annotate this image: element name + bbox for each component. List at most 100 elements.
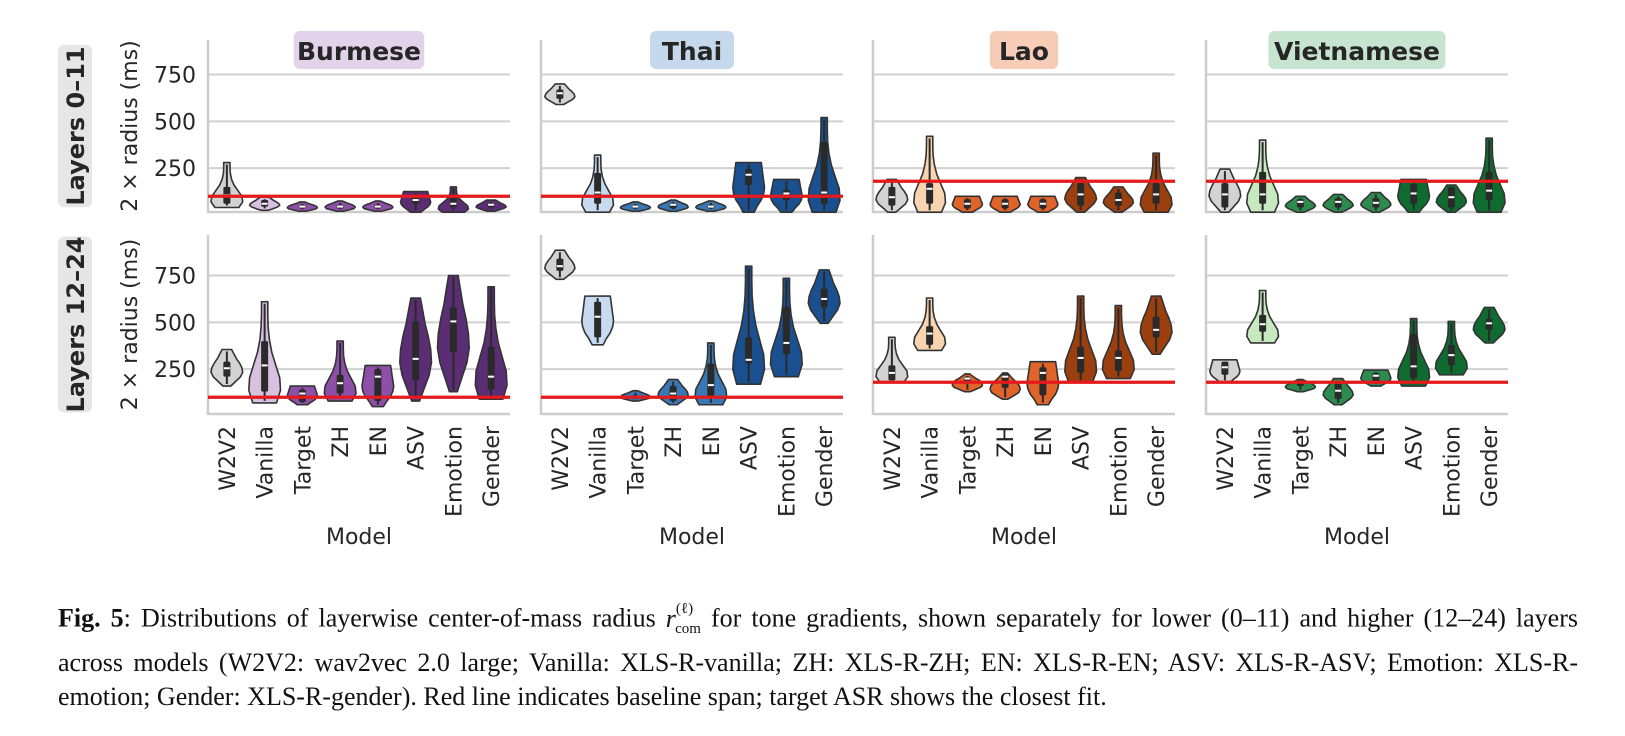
x-tick-label: Gender xyxy=(1478,425,1503,507)
x-tick-label: W2V2 xyxy=(881,426,906,491)
x-tick-label: ZH xyxy=(1327,426,1352,458)
x-tick-label: EN xyxy=(1032,426,1057,456)
row-label: Layers 12–24 xyxy=(62,237,90,413)
x-tick-group: EN xyxy=(1365,426,1390,456)
x-tick-group: Target xyxy=(624,426,649,495)
x-tick-group: EN xyxy=(1032,426,1057,456)
y-tick-label: 500 xyxy=(154,311,196,336)
x-tick-label: EN xyxy=(367,426,392,456)
x-tick-group: Emotion xyxy=(1107,426,1132,517)
x-tick-group: W2V2 xyxy=(1214,426,1239,491)
caption-math-var: r xyxy=(665,603,676,633)
x-tick-group: ASV xyxy=(738,426,763,470)
violin-iqr-box xyxy=(1114,350,1122,372)
caption-math-sub: com xyxy=(675,620,701,637)
x-tick-group: ASV xyxy=(1403,426,1428,470)
x-tick-group: W2V2 xyxy=(549,426,574,491)
violin-iqr-box xyxy=(745,337,753,364)
x-tick-label: Emotion xyxy=(1440,426,1465,517)
violin-iqr-box xyxy=(745,169,753,186)
x-tick-group: Vanilla xyxy=(254,426,279,499)
row-label: Layers 0–11 xyxy=(62,46,90,205)
y-tick-label: 250 xyxy=(154,157,196,182)
violin-iqr-box xyxy=(412,321,420,381)
violin-iqr-box xyxy=(926,326,934,345)
x-tick-group: Vanilla xyxy=(919,426,944,499)
y-axis-label-group: 2 × radius (ms) xyxy=(118,40,143,211)
x-tick-group: EN xyxy=(700,426,725,456)
x-axis-label: Model xyxy=(1324,525,1390,550)
x-tick-group: W2V2 xyxy=(881,426,906,491)
violin-iqr-box xyxy=(1410,333,1418,379)
violin-iqr-box xyxy=(487,346,495,390)
panel-title: Burmese xyxy=(297,37,421,66)
x-axis-label: Model xyxy=(326,525,392,550)
x-tick-label: ASV xyxy=(405,426,430,470)
x-tick-group: ZH xyxy=(662,426,687,458)
caption-math-r: r(ℓ) com xyxy=(665,601,701,637)
panel-title-badge xyxy=(1268,31,1446,69)
x-axis-label: Model xyxy=(659,525,725,550)
row-label-badge xyxy=(58,44,92,208)
panel-title-badge xyxy=(989,31,1059,69)
x-tick-group: ZH xyxy=(329,426,354,458)
row-label-badge xyxy=(58,236,92,413)
x-tick-label: EN xyxy=(1365,426,1390,456)
panel-title: Lao xyxy=(999,37,1049,66)
x-tick-label: Gender xyxy=(1145,425,1170,507)
x-tick-label: Vanilla xyxy=(919,426,944,499)
x-tick-label: Target xyxy=(291,426,316,495)
caption-text-2: for tone gradients, shown separately for… xyxy=(58,603,1578,711)
x-tick-group: Emotion xyxy=(1440,426,1465,517)
x-tick-label: W2V2 xyxy=(216,426,241,491)
x-tick-label: ZH xyxy=(662,426,687,458)
x-tick-group: Emotion xyxy=(775,426,800,517)
x-tick-label: W2V2 xyxy=(549,426,574,491)
x-tick-group: ZH xyxy=(994,426,1019,458)
x-tick-group: Gender xyxy=(813,425,838,507)
violin-iqr-box xyxy=(782,307,790,355)
violin-iqr-box xyxy=(926,183,934,204)
x-tick-label: Gender xyxy=(813,425,838,507)
x-tick-label: EN xyxy=(700,426,725,456)
panel-title-badge xyxy=(293,31,425,69)
panel-title-badge xyxy=(650,31,734,69)
x-tick-label: W2V2 xyxy=(1214,426,1239,491)
violin-iqr-box xyxy=(707,363,715,398)
x-tick-label: Vanilla xyxy=(254,426,279,499)
x-tick-group: ZH xyxy=(1327,426,1352,458)
x-tick-label: Target xyxy=(1289,426,1314,495)
x-tick-group: Gender xyxy=(1145,425,1170,507)
x-tick-group: Vanilla xyxy=(587,426,612,499)
row-label-group: Layers 0–11 xyxy=(58,44,92,208)
x-tick-label: ASV xyxy=(738,426,763,470)
x-tick-label: Target xyxy=(624,426,649,495)
x-tick-group: Emotion xyxy=(442,426,467,517)
caption-fig-label: Fig. 5 xyxy=(58,603,124,633)
x-tick-group: Target xyxy=(1289,426,1314,495)
x-tick-group: Gender xyxy=(1478,425,1503,507)
row-label-group: Layers 12–24 xyxy=(58,236,92,413)
violin-iqr-box xyxy=(1296,199,1304,208)
x-tick-label: ZH xyxy=(994,426,1019,458)
x-tick-label: Emotion xyxy=(1107,426,1132,517)
panel-title: Vietnamese xyxy=(1274,37,1440,66)
violin-iqr-box xyxy=(556,258,564,271)
violin-iqr-box xyxy=(449,196,457,208)
y-axis-label: 2 × radius (ms) xyxy=(118,239,143,410)
y-axis-label-group: 2 × radius (ms) xyxy=(118,239,143,410)
y-tick-label: 750 xyxy=(154,64,196,89)
x-tick-group: Gender xyxy=(480,425,505,507)
x-tick-label: Emotion xyxy=(775,426,800,517)
x-axis-label: Model xyxy=(991,525,1057,550)
x-tick-label: Vanilla xyxy=(587,426,612,499)
violin-iqr-box xyxy=(449,307,457,353)
figure-caption: Fig. 5: Distributions of layerwise cente… xyxy=(58,596,1578,714)
x-tick-label: ASV xyxy=(1403,426,1428,470)
y-tick-label: 500 xyxy=(154,110,196,135)
violin-iqr-box xyxy=(1259,171,1267,204)
x-tick-label: Gender xyxy=(480,425,505,507)
violin-iqr-box xyxy=(594,172,602,204)
y-tick-label: 750 xyxy=(154,265,196,290)
x-tick-group: W2V2 xyxy=(216,426,241,491)
